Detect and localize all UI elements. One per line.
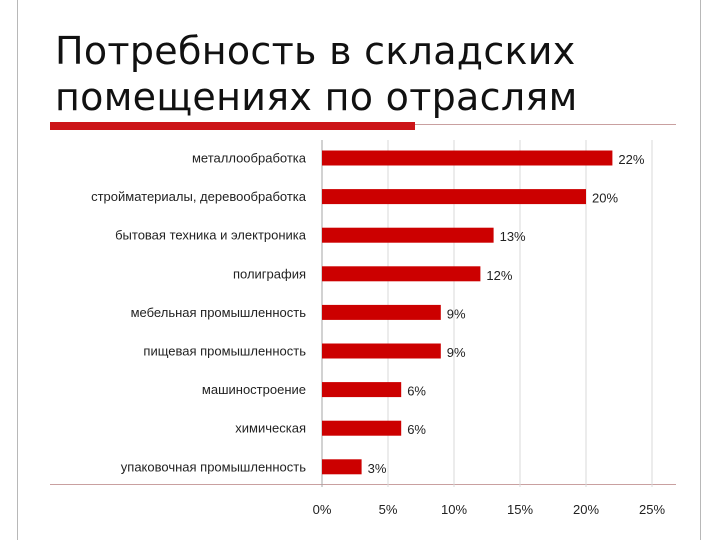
category-label: мебельная промышленность [131,305,307,320]
data-label: 6% [407,384,426,399]
bar [322,266,481,282]
bar [322,420,402,436]
bar [322,382,402,398]
category-label: полиграфия [233,266,306,281]
x-tick-label: 25% [639,502,665,517]
category-label: стройматериалы, деревообработка [91,189,307,204]
x-tick-label: 20% [573,502,599,517]
bars [322,150,613,475]
data-label: 9% [447,306,466,321]
x-tick-label: 15% [507,502,533,517]
category-label: упаковочная промышленность [121,459,306,474]
slide-title-line-2: помещениях по отраслям [55,75,578,119]
category-label: пищевая промышленность [143,344,306,359]
category-label: машиностроение [202,382,306,397]
slide-title-line-1: Потребность в складских [55,29,576,73]
category-label: бытовая техника и электроника [115,228,307,243]
slide-title: Потребность в складских помещениях по от… [55,28,675,120]
bottom-divider [50,484,676,485]
bar [322,304,441,320]
labels: 0% 5% 10% 15% 20% 25% металлообработка 22% строй… [91,151,665,518]
title-underline-accent [50,122,415,130]
data-label: 9% [447,345,466,360]
x-tick-label: 5% [379,502,398,517]
data-label: 22% [618,152,644,167]
bar [322,227,494,243]
x-tick-label: 0% [313,502,332,517]
data-label: 6% [407,422,426,437]
data-label: 12% [486,268,512,283]
slide-frame-left [17,0,18,540]
x-tick-label: 10% [441,502,467,517]
bar [322,189,586,205]
bar [322,343,441,359]
slide-frame-right [700,0,701,540]
bar [322,150,613,166]
bar [322,459,362,475]
data-label: 13% [500,229,526,244]
data-label: 20% [592,191,618,206]
data-label: 3% [368,461,387,476]
category-label: химическая [235,421,306,436]
category-label: металлообработка [192,151,307,166]
